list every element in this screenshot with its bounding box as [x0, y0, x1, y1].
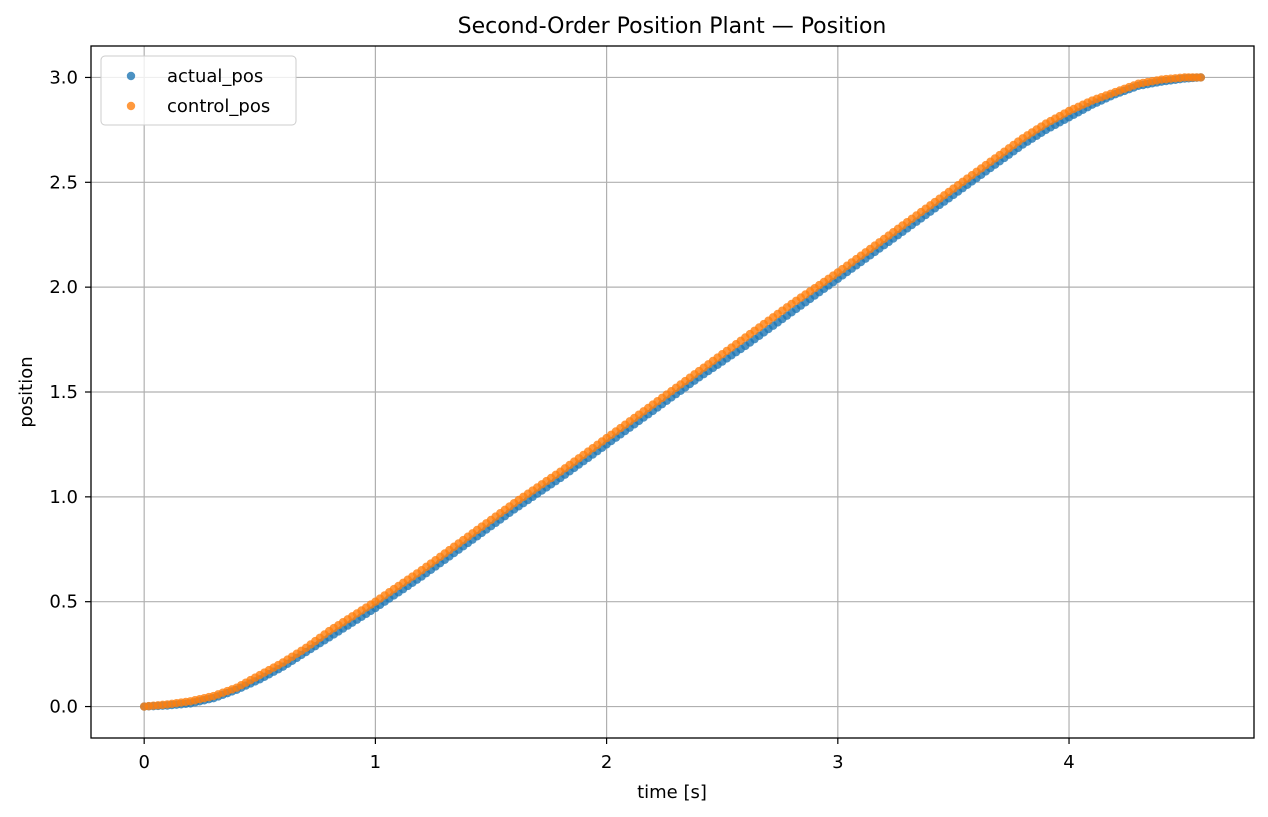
- series-control-pos: [139, 73, 1206, 711]
- y-tick-label: 2.0: [49, 277, 78, 298]
- sample-marker: [274, 660, 283, 670]
- y-tick-label: 1.5: [49, 382, 78, 403]
- sample-marker: [921, 204, 930, 213]
- sample-marker: [227, 685, 237, 694]
- sample-marker: [690, 370, 699, 379]
- sample-marker: [782, 303, 792, 312]
- y-tick-label: 0.0: [49, 697, 78, 718]
- sample-marker: [505, 502, 514, 511]
- sample-marker: [250, 673, 260, 682]
- sample-marker: [1152, 76, 1162, 85]
- sample-marker: [204, 692, 214, 702]
- legend-label-control-pos: control_pos: [167, 96, 270, 117]
- grid: [91, 46, 1254, 738]
- y-tick-label: 3.0: [49, 67, 78, 88]
- sample-marker: [1106, 89, 1115, 99]
- legend-box: [100, 55, 297, 126]
- sample-marker: [828, 271, 838, 280]
- x-tick-label: 1: [370, 752, 381, 773]
- y-axis-label: position: [16, 356, 37, 427]
- sample-marker: [990, 154, 1000, 163]
- x-tick-label: 3: [832, 752, 843, 773]
- sample-marker: [967, 170, 977, 180]
- sample-marker: [1129, 81, 1138, 90]
- sample-marker: [644, 403, 653, 413]
- sample-marker: [551, 470, 560, 480]
- sample-marker: [459, 535, 468, 545]
- sample-marker: [412, 569, 422, 578]
- sample-marker: [736, 336, 745, 346]
- series-layer: [139, 73, 1206, 711]
- sample-marker: [343, 615, 352, 624]
- sample-marker: [597, 437, 607, 446]
- sample-marker: [1037, 122, 1046, 131]
- sample-marker: [181, 697, 190, 707]
- legend-marker-control-pos: [126, 101, 136, 111]
- sample-marker: [875, 238, 884, 247]
- sample-marker: [1175, 73, 1185, 83]
- sample-marker: [158, 700, 167, 710]
- legend-label-actual-pos: actual_pos: [167, 66, 263, 87]
- sample-marker: [1192, 73, 1201, 82]
- sample-marker: [1083, 98, 1092, 107]
- sample-marker: [320, 630, 329, 639]
- x-tick-label: 0: [138, 752, 149, 773]
- sample-marker: [297, 646, 306, 655]
- sample-marker: [1013, 137, 1023, 146]
- sample-marker: [366, 600, 375, 609]
- axis-ticks: 0 1 2 3 4 0.0 0.5 1.0 1.5 2.0 2.5 3.0: [49, 67, 1074, 773]
- chart-title: Second-Order Position Plant — Position: [458, 14, 887, 39]
- x-tick-label: 4: [1063, 752, 1074, 773]
- x-tick-label: 2: [601, 752, 612, 773]
- sample-marker: [1060, 109, 1069, 118]
- y-tick-label: 2.5: [49, 172, 78, 193]
- y-tick-label: 0.5: [49, 592, 78, 613]
- legend: actual_pos control_pos: [100, 55, 297, 126]
- legend-marker-actual-pos: [126, 71, 136, 81]
- y-tick-label: 1.0: [49, 487, 78, 508]
- x-axis-label: time [s]: [637, 782, 707, 803]
